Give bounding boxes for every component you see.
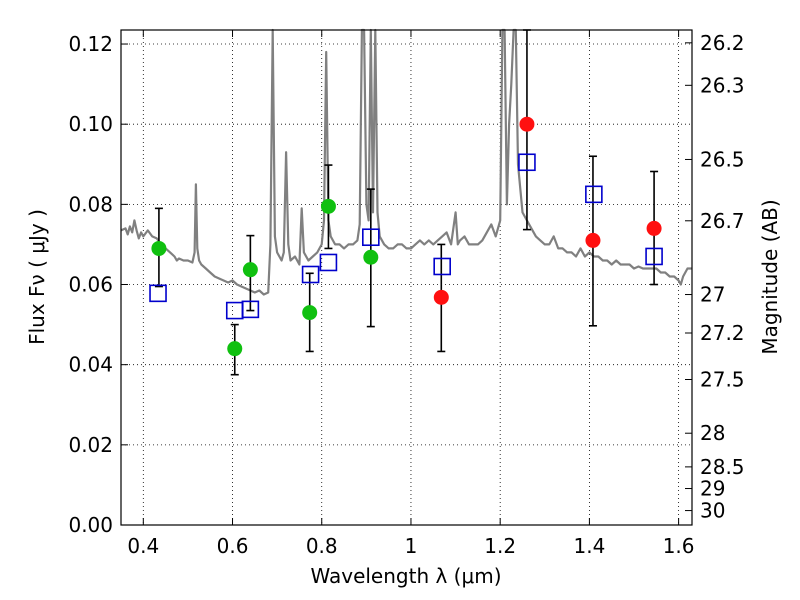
- red-observed-point: [646, 220, 662, 236]
- model-square-point: [319, 253, 338, 272]
- y-tick-label: 0.02: [68, 433, 113, 457]
- green-observed-point: [227, 341, 243, 357]
- y2-tick-label: 27: [700, 283, 725, 307]
- model-square-point: [585, 185, 603, 204]
- red-observed-point: [433, 289, 449, 305]
- spectrum-line: [120, 28, 692, 296]
- y2-tick-label: 30: [700, 499, 725, 523]
- plot-area: [120, 28, 693, 526]
- plot-frame: [120, 29, 693, 526]
- y2-tick-label: 29: [700, 477, 725, 501]
- y-tick-label: 0.00: [68, 513, 113, 537]
- x-tick-label: 1.4: [573, 534, 605, 558]
- spectrum-series: [120, 28, 692, 296]
- y-tick-label: 0.08: [68, 192, 113, 216]
- y2-tick-label: 26.2: [700, 31, 745, 55]
- y2-tick-label: 28: [700, 421, 725, 445]
- model-square-point: [645, 247, 663, 266]
- model-square-point: [362, 228, 380, 247]
- x-axis-label: Wavelength λ (μm): [310, 564, 501, 588]
- green-observed-point: [363, 249, 379, 265]
- y-tick-label: 0.10: [68, 112, 113, 136]
- y2-tick-label: 27.2: [700, 321, 745, 345]
- model-square-point: [241, 300, 260, 319]
- y2-tick-label: 26.5: [700, 147, 745, 171]
- y-tick-label: 0.12: [68, 32, 113, 56]
- y2-tick-label: 26.3: [700, 73, 745, 97]
- x-tick-label: 0.6: [217, 534, 249, 558]
- green-observed-point: [151, 240, 167, 256]
- model-square-point: [149, 284, 167, 303]
- tick-labels: 0.4 0.6 0.8 1 1.2 1.4 1.6 0.00 0.02 0.04 0.06 0.08 0…: [68, 31, 744, 558]
- tick-marks: [121, 30, 692, 526]
- data-series: [120, 28, 692, 376]
- x-tick-label: 1.6: [663, 534, 695, 558]
- model-square-point: [301, 265, 320, 284]
- y2-tick-label: 28.5: [700, 455, 745, 479]
- x-tick-label: 0.4: [127, 534, 159, 558]
- green-observed-point: [320, 198, 336, 214]
- model-square-point: [433, 257, 451, 276]
- y2-axis-label: Magnitude (AB): [758, 199, 782, 354]
- x-tick-label: 1: [405, 534, 418, 558]
- x-tick-label: 1.2: [484, 534, 516, 558]
- y-tick-label: 0.06: [68, 273, 113, 297]
- red-observed-point: [519, 116, 535, 132]
- green-observed-point: [242, 262, 258, 278]
- y-axis-label: Flux Fν ( μJy ): [25, 209, 49, 345]
- model-square-point: [518, 153, 536, 172]
- y2-tick-label: 27.5: [700, 368, 745, 392]
- y-tick-label: 0.04: [68, 353, 113, 377]
- plot-background: [121, 30, 692, 525]
- green-observed-point: [302, 305, 318, 321]
- red-observed-point: [585, 232, 601, 248]
- y2-tick-label: 26.7: [700, 209, 745, 233]
- data-points: [149, 116, 663, 357]
- x-tick-label: 0.8: [306, 534, 338, 558]
- grid-lines: [121, 30, 692, 526]
